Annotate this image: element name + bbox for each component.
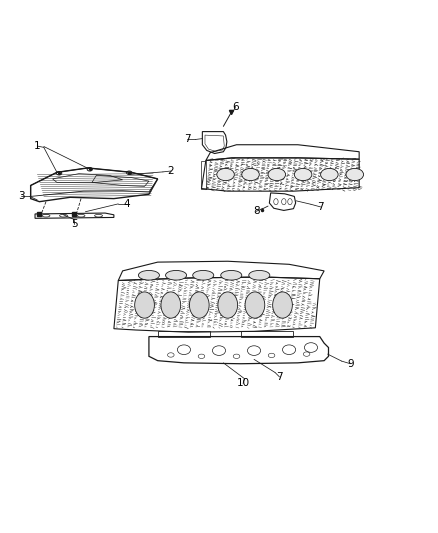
Text: 7: 7 <box>276 372 283 382</box>
Ellipse shape <box>268 168 286 181</box>
Text: 5: 5 <box>71 219 78 229</box>
Ellipse shape <box>138 270 159 280</box>
Text: 7: 7 <box>184 134 191 144</box>
Ellipse shape <box>245 292 265 318</box>
Ellipse shape <box>135 292 154 318</box>
Ellipse shape <box>321 168 338 181</box>
Ellipse shape <box>166 270 187 280</box>
Ellipse shape <box>242 168 259 181</box>
Ellipse shape <box>161 292 180 318</box>
Text: 1: 1 <box>34 141 41 151</box>
Ellipse shape <box>249 270 270 280</box>
Ellipse shape <box>217 168 234 181</box>
Ellipse shape <box>272 292 293 318</box>
Ellipse shape <box>218 292 237 318</box>
Text: 3: 3 <box>18 191 25 201</box>
Ellipse shape <box>190 292 209 318</box>
Text: 2: 2 <box>167 166 174 176</box>
Text: 7: 7 <box>317 202 324 212</box>
Ellipse shape <box>346 168 364 181</box>
Text: 9: 9 <box>347 359 354 369</box>
Text: 8: 8 <box>253 206 260 216</box>
Ellipse shape <box>294 168 312 181</box>
Text: 4: 4 <box>124 199 131 209</box>
Ellipse shape <box>221 270 242 280</box>
Text: 10: 10 <box>237 378 250 389</box>
Ellipse shape <box>193 270 214 280</box>
Text: 6: 6 <box>232 102 239 111</box>
